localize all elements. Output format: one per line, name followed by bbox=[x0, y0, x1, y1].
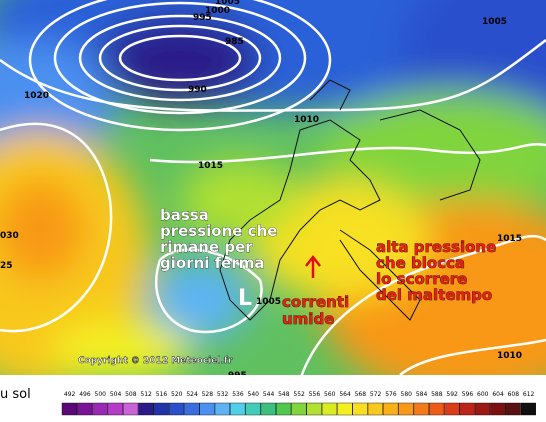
annotations: bassa pressione che rimane per giorni ferma… bbox=[160, 206, 497, 329]
isobars bbox=[0, 0, 546, 334]
colorbar-label: 524 bbox=[186, 391, 198, 398]
colorbar-label: 532 bbox=[217, 391, 229, 398]
colorbar-swatch bbox=[398, 402, 414, 416]
colorbar-label: 612 bbox=[523, 391, 535, 398]
colorbar-swatch bbox=[199, 402, 215, 416]
colorbar-swatch bbox=[138, 402, 154, 416]
isobar-label: 1005 bbox=[256, 297, 281, 307]
colorbar-label: 588 bbox=[431, 391, 443, 398]
colorbar-label: 496 bbox=[79, 391, 91, 398]
isobar-label: 1010 bbox=[294, 115, 319, 125]
colorbar-label: 600 bbox=[477, 391, 489, 398]
colorbar-label: 548 bbox=[278, 391, 290, 398]
colorbar-label: 568 bbox=[355, 391, 367, 398]
colorbar-swatch bbox=[291, 402, 307, 416]
colorbar-label: 576 bbox=[385, 391, 397, 398]
colorbar-label: 504 bbox=[110, 391, 122, 398]
colorbar-label: 556 bbox=[309, 391, 321, 398]
isobar-label: 1000 bbox=[205, 6, 230, 16]
isobar-label: 1010 bbox=[497, 351, 522, 361]
colorbar-label: 492 bbox=[64, 391, 76, 398]
colorbar-label: 512 bbox=[140, 391, 152, 398]
low-marker: L bbox=[238, 286, 252, 311]
colorbar-label: 560 bbox=[324, 391, 336, 398]
colorbar-label: 552 bbox=[293, 391, 305, 398]
isobar-label: 1005 bbox=[215, 0, 240, 7]
colorbar-swatch bbox=[352, 402, 368, 416]
annotation-high: alta pressione che blocca lo scorrere del m… bbox=[376, 238, 496, 304]
isobar-label: 25 bbox=[0, 261, 13, 271]
colorbar-label: 596 bbox=[462, 391, 474, 398]
isobar-label: 995 bbox=[193, 13, 212, 23]
colorbar-swatch bbox=[383, 402, 399, 416]
colorbar-label: 520 bbox=[171, 391, 183, 398]
isobar-label: 985 bbox=[225, 37, 244, 47]
annotation-flow: correnti umide bbox=[282, 293, 349, 328]
colorbar-swatch bbox=[168, 402, 185, 416]
colorbar-swatch bbox=[474, 402, 491, 416]
colorbar-label: 508 bbox=[125, 391, 137, 398]
colorbar-swatch bbox=[92, 402, 108, 416]
colorbar-swatch bbox=[429, 402, 445, 416]
colorbar-swatch bbox=[260, 402, 276, 416]
colorbar-label: 528 bbox=[202, 391, 214, 398]
colorbar-swatch bbox=[413, 402, 429, 416]
isobar-label: 1005 bbox=[482, 17, 507, 27]
colorbar-swatch bbox=[337, 402, 353, 416]
flow-arrow bbox=[305, 254, 321, 278]
colorbar-label: 584 bbox=[416, 391, 428, 398]
colorbar-label: 572 bbox=[370, 391, 382, 398]
colorbar-swatch bbox=[459, 402, 475, 416]
colorbar-swatch bbox=[444, 402, 460, 416]
colorbar-swatch bbox=[520, 402, 537, 416]
colorbar-swatch bbox=[306, 402, 322, 416]
colorbar-swatch bbox=[61, 402, 78, 416]
colorbar-swatch bbox=[230, 402, 246, 416]
colorbar-label: 540 bbox=[248, 391, 260, 398]
colorbar-swatch bbox=[122, 402, 139, 416]
colorbar-swatch bbox=[367, 402, 384, 416]
isobar-label: 1020 bbox=[24, 91, 49, 101]
map-field bbox=[0, 0, 546, 400]
colorbar-swatch bbox=[505, 402, 521, 416]
colorbar-title: u sol bbox=[0, 387, 31, 402]
colorbar-swatch bbox=[214, 402, 231, 416]
colorbar-swatch bbox=[77, 402, 93, 416]
colorbar-label: 500 bbox=[95, 391, 107, 398]
colorbar-label: 564 bbox=[339, 391, 351, 398]
copyright: Copyright © 2012 Meteociel.fr bbox=[78, 356, 233, 366]
annotation-low: bassa pressione che rimane per giorni ferma bbox=[160, 206, 277, 272]
coastlines bbox=[219, 79, 481, 321]
colorbar-label: 536 bbox=[232, 391, 244, 398]
colorbar-swatch bbox=[490, 402, 506, 416]
colorbar-label: 608 bbox=[508, 391, 520, 398]
colorbar-label: 580 bbox=[401, 391, 413, 398]
isobar-label: 030 bbox=[0, 231, 19, 241]
colorbar-swatch bbox=[184, 402, 200, 416]
colorbar-label: 592 bbox=[446, 391, 458, 398]
colorbar: 492 496 500 504 508 512 516 520 524 528 532 536 540 5… bbox=[61, 391, 537, 416]
colorbar-label: 516 bbox=[156, 391, 168, 398]
colorbar-swatch bbox=[107, 402, 123, 416]
isobar-label: 1015 bbox=[497, 234, 522, 244]
colorbar-swatch bbox=[153, 402, 169, 416]
colorbar-swatch bbox=[245, 402, 261, 416]
colorbar-label: 544 bbox=[263, 391, 275, 398]
colorbar-swatch bbox=[321, 402, 338, 416]
isobar-label: 1015 bbox=[198, 161, 223, 171]
colorbar-swatch bbox=[276, 402, 292, 416]
colorbar-label: 604 bbox=[492, 391, 504, 398]
isobar-label: 990 bbox=[188, 85, 207, 95]
